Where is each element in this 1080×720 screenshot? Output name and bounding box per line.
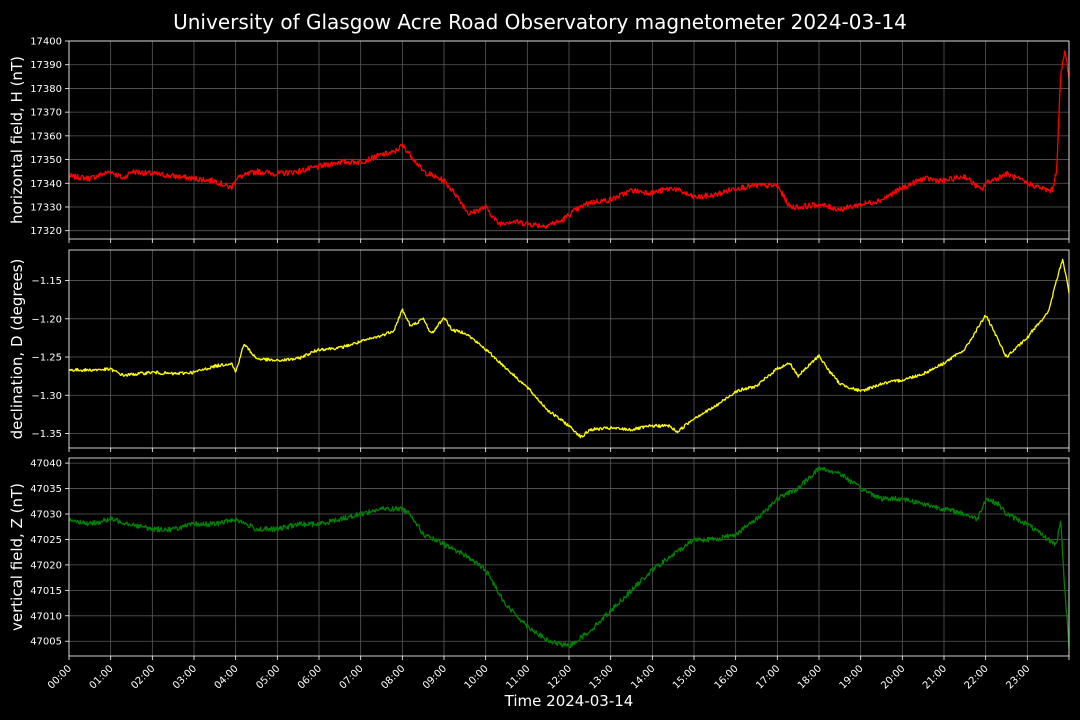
y-tick-label: 47025 <box>30 535 62 546</box>
x-tick-label: 20:00 <box>879 663 907 691</box>
x-tick-label: 07:00 <box>338 663 366 691</box>
x-tick-label: 09:00 <box>421 663 449 691</box>
x-tick-label: 15:00 <box>671 663 699 691</box>
x-tick-label: 00:00 <box>46 663 74 691</box>
x-axis: 00:00 01:00 02:00 03:00 04:00 05:00 06:00 07:00… <box>46 663 1032 691</box>
panel-declination: −1.35 −1.30 −1.25 −1.20 −1.15 declination, D … <box>8 249 1070 452</box>
x-tick-label: 23:00 <box>1004 663 1032 691</box>
x-tick-label: 08:00 <box>379 663 407 691</box>
y-tick-label: 47020 <box>30 560 62 571</box>
y-tick-label: 47030 <box>30 509 62 520</box>
x-tick-label: 01:00 <box>88 663 116 691</box>
y-tick-label: 17340 <box>30 179 62 190</box>
series-line-vertical-field <box>68 466 1070 649</box>
y-tick-label: 17320 <box>30 226 62 237</box>
y-axis-label: horizontal field, H (nT) <box>8 56 26 224</box>
x-tick-label: 10:00 <box>463 663 491 691</box>
x-tick-label: 17:00 <box>754 663 782 691</box>
x-tick-label: 16:00 <box>713 663 741 691</box>
y-tick-label: 17400 <box>30 37 62 48</box>
y-tick-label: 47010 <box>30 611 62 622</box>
y-tick-label: 17380 <box>30 84 62 95</box>
plot-frame <box>68 457 1070 657</box>
x-tick-label: 11:00 <box>504 663 532 691</box>
y-tick-label: 17330 <box>30 202 62 213</box>
chart-title: University of Glasgow Acre Road Observat… <box>173 10 907 34</box>
panel-vertical-field: 47005 47010 47015 47020 47025 47030 47035 47040… <box>8 457 1070 660</box>
series-line-horizontal-field <box>68 50 1070 229</box>
x-tick-label: 14:00 <box>629 663 657 691</box>
y-tick-label: −1.25 <box>31 353 62 364</box>
x-tick-label: 13:00 <box>588 663 616 691</box>
x-axis-label: Time 2024-03-14 <box>504 692 634 710</box>
x-tick-label: 04:00 <box>213 663 241 691</box>
y-tick-label: 17390 <box>30 60 62 71</box>
y-tick-label: 47035 <box>30 484 62 495</box>
y-tick-label: 47040 <box>30 459 62 470</box>
x-tick-label: 06:00 <box>296 663 324 691</box>
y-tick-label: −1.15 <box>31 276 62 287</box>
plot-frame <box>68 40 1070 240</box>
x-tick-label: 21:00 <box>921 663 949 691</box>
y-tick-label: −1.20 <box>31 314 62 325</box>
panel-horizontal-field: 17320 17330 17340 17350 17360 17370 17380 17390… <box>8 37 1070 243</box>
y-axis-label: vertical field, Z (nT) <box>8 483 26 631</box>
y-tick-label: 17350 <box>30 155 62 166</box>
y-tick-label: −1.35 <box>31 429 62 440</box>
y-axis-label: declination, D (degrees) <box>8 259 26 440</box>
plot-frame <box>68 249 1070 449</box>
x-tick-label: 12:00 <box>546 663 574 691</box>
x-tick-label: 05:00 <box>254 663 282 691</box>
x-tick-label: 03:00 <box>171 663 199 691</box>
x-tick-label: 19:00 <box>838 663 866 691</box>
x-tick-label: 02:00 <box>129 663 157 691</box>
x-tick-label: 18:00 <box>796 663 824 691</box>
x-tick-label: 22:00 <box>963 663 991 691</box>
series-line-declination <box>68 258 1070 439</box>
y-tick-label: 47005 <box>30 637 62 648</box>
y-tick-label: 17360 <box>30 131 62 142</box>
y-tick-label: 47015 <box>30 586 62 597</box>
y-tick-label: 17370 <box>30 108 62 119</box>
y-tick-label: −1.30 <box>31 391 62 402</box>
